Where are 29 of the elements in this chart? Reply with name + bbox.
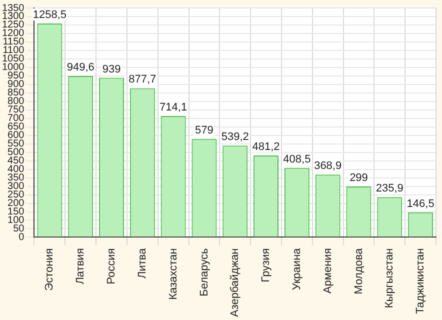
x-tick-label: Молдова xyxy=(352,247,365,294)
x-tick-label: Кыргызстан xyxy=(384,248,396,308)
y-tick-label: 0 xyxy=(18,232,25,243)
x-tick-label: Литва xyxy=(136,247,148,278)
x-tick-label: Эстония xyxy=(44,248,56,291)
data-label: 408,5 xyxy=(283,153,311,166)
data-label: 949,6 xyxy=(66,62,94,74)
data-label: 146,5 xyxy=(406,198,434,210)
x-tick-label: Азербайджан xyxy=(229,248,242,318)
x-tick-label: Казахстан xyxy=(167,248,180,300)
data-label: 481,2 xyxy=(252,141,280,154)
x-tick-label: Латвия xyxy=(74,248,87,284)
x-tick-label: Таджикистан xyxy=(414,248,427,314)
data-label: 939 xyxy=(102,63,121,76)
data-label: 368,9 xyxy=(314,160,342,172)
x-tick-label: Украина xyxy=(290,247,303,290)
x-tick-label: Грузия xyxy=(260,248,272,282)
y-tick-label: 50 xyxy=(13,223,25,234)
data-label: 877,7 xyxy=(128,74,156,86)
data-label: 299 xyxy=(350,172,368,184)
data-label: 235,9 xyxy=(376,182,404,195)
data-label: 579 xyxy=(195,124,214,136)
x-tick-label: Беларусь xyxy=(198,248,210,296)
x-tick-label: Россия xyxy=(106,248,118,284)
data-label: 539,2 xyxy=(221,131,249,144)
x-tick-label: Армения xyxy=(322,248,334,294)
data-label: 714,1 xyxy=(160,102,188,114)
y-tick-label: 100 xyxy=(8,215,25,226)
data-label: 1258,5 xyxy=(32,9,67,22)
